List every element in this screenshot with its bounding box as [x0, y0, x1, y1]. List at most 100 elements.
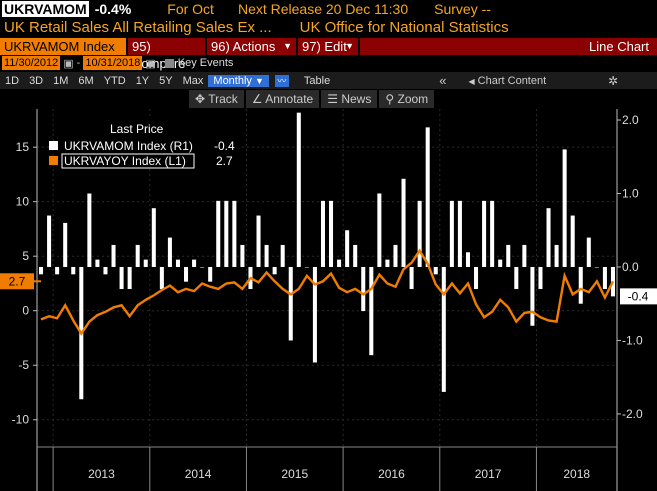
actions-label: 96) Actions	[211, 38, 276, 54]
crosshair-icon: ✥	[195, 92, 206, 106]
bar-mom	[474, 266, 479, 290]
end-date-input[interactable]: 10/31/2018	[83, 56, 143, 70]
date-range-bar: 11/30/2012 ▣ - 10/31/2018 ▣ Key Events	[0, 55, 657, 71]
bar-mom	[578, 266, 583, 304]
bar-mom	[586, 237, 591, 267]
legend[interactable]: Last Price UKRVAMOM Index (R1) -0.4 UKRV…	[49, 119, 240, 169]
ticker[interactable]: UKRVAMOM	[2, 1, 89, 17]
command-bar: UKRVAMOM Index 95) Compare 96) Actions ▼ …	[0, 37, 657, 71]
bar-mom	[304, 266, 309, 268]
bar-mom	[538, 266, 543, 290]
track-button[interactable]: ✥ Track	[189, 90, 244, 108]
period-tabs: 1D 3D 1M 6M YTD 1Y 5Y Max Monthly ▼ 〰 Ta…	[0, 72, 657, 89]
key-events-toggle[interactable]: Key Events	[177, 57, 234, 69]
bar-mom	[111, 244, 116, 267]
pencil-icon: ∠	[251, 92, 263, 106]
news-button[interactable]: ☰ News	[321, 90, 378, 108]
last-value-right-badge	[620, 288, 657, 305]
bar-mom	[377, 193, 382, 267]
tab-1y[interactable]: 1Y	[135, 74, 150, 87]
calendar-icon[interactable]: ▣	[145, 57, 156, 70]
double-chevron-left-icon[interactable]: «	[439, 73, 447, 88]
bar-mom	[47, 215, 52, 267]
table-button[interactable]: Table	[303, 74, 331, 87]
track-label: Track	[208, 92, 238, 106]
survey: Survey --	[434, 1, 491, 17]
bar-mom	[208, 266, 213, 282]
legend-item-mom: UKRVAMOM Index (R1)	[64, 139, 193, 153]
left-tick-label: 10	[16, 195, 30, 209]
bar-mom	[506, 244, 511, 267]
tab-3d[interactable]: 3D	[29, 74, 44, 87]
actions-menu[interactable]: 96) Actions ▼	[207, 37, 296, 55]
bar-mom	[143, 259, 148, 267]
left-tick-label: 15	[16, 140, 30, 154]
security-header: UKRVAMOM -0.4% For Oct Next Release 20 D…	[0, 0, 657, 18]
year-label: 2018	[563, 467, 590, 481]
tab-1m[interactable]: 1M	[53, 74, 69, 87]
security-field[interactable]: UKRVAMOM Index	[0, 37, 126, 55]
bar-mom	[55, 266, 60, 275]
bar-mom	[562, 149, 567, 267]
bar-mom	[103, 266, 108, 275]
frequency-label: Monthly	[213, 74, 252, 87]
left-tick-label: -5	[18, 358, 29, 372]
year-label: 2014	[185, 467, 212, 481]
bar-mom	[151, 208, 156, 267]
bar-mom	[594, 266, 599, 268]
chart-content-button[interactable]: ◀ Chart Content	[468, 75, 546, 87]
bar-mom	[425, 127, 430, 267]
legend-swatch-mom	[49, 141, 58, 150]
bar-mom	[554, 244, 559, 267]
legend-title: Last Price	[110, 122, 164, 136]
left-tick-label: 0	[22, 304, 29, 318]
gear-icon[interactable]: ✲	[608, 73, 619, 88]
bar-mom	[63, 222, 68, 267]
last-value-left-badge	[0, 273, 34, 290]
chart-tools: ✥ Track ∠ Annotate ☰ News ⚲ Zoom	[0, 89, 657, 109]
last-value-right: -0.4	[628, 289, 649, 303]
frequency-select[interactable]: Monthly ▼	[208, 74, 269, 87]
tab-6m[interactable]: 6M	[78, 74, 94, 87]
left-tick-label: 5	[22, 249, 29, 263]
news-icon: ☰	[327, 92, 338, 106]
bar-mom	[449, 200, 454, 267]
bar-mom	[184, 266, 189, 282]
compare-button[interactable]: 95) Compare	[128, 37, 205, 71]
bar-mom	[401, 178, 406, 267]
period-label: For Oct	[167, 1, 214, 17]
annotate-button[interactable]: ∠ Annotate	[245, 90, 320, 108]
right-axis: -2.0 -1.0 0.0 1.0 2.0 -0.4	[616, 109, 657, 491]
tab-5y[interactable]: 5Y	[159, 74, 173, 87]
price-chart[interactable]: -10 -5 0 5 10 15 2.7 -2.0 -1.0 0.0 1.0 2.0 -0.4 201…	[0, 109, 657, 491]
chevron-left-icon: ◀	[468, 76, 475, 86]
bar-mom	[320, 200, 325, 267]
bar-mom	[361, 266, 366, 312]
chart-grid	[37, 109, 617, 447]
tab-ytd[interactable]: YTD	[103, 74, 126, 87]
magnifier-icon: ⚲	[385, 92, 395, 106]
bar-mom	[296, 112, 301, 267]
chevron-down-icon: ▼	[345, 40, 354, 51]
chart-type-label: Line Chart	[360, 37, 657, 55]
annotate-label: Annotate	[265, 92, 314, 106]
right-tick-label: 1.0	[622, 187, 639, 201]
zoom-button[interactable]: ⚲ Zoom	[379, 90, 435, 108]
calendar-icon[interactable]: ▣	[63, 57, 74, 70]
bar-mom	[393, 244, 398, 267]
yoy-line	[40, 248, 615, 336]
x-axis: 2013 2014 2015 2016 2017 2018	[37, 446, 617, 491]
start-date-input[interactable]: 11/30/2012	[2, 56, 61, 70]
bar-mom	[465, 252, 470, 267]
bar-mom	[256, 215, 261, 267]
legend-item-yoy: UKRVAYOY Index (L1)	[64, 154, 186, 168]
bar-mom	[200, 266, 205, 268]
checkbox-icon[interactable]	[164, 58, 174, 68]
range-dash: -	[76, 57, 81, 69]
tab-1d[interactable]: 1D	[5, 74, 20, 87]
right-tick-label: 2.0	[622, 113, 639, 127]
line-chart-icon[interactable]: 〰	[274, 74, 289, 87]
tab-max[interactable]: Max	[182, 74, 204, 87]
bar-mom	[135, 244, 140, 267]
edit-menu[interactable]: 97) Edit ▼	[298, 37, 358, 55]
